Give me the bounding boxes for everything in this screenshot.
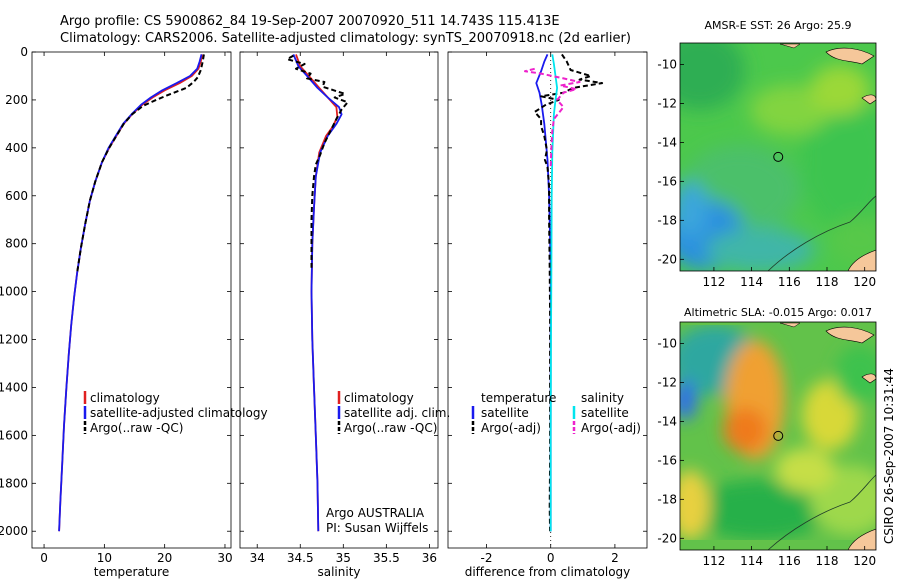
- diff-temp-legend-title: temperature: [481, 391, 556, 405]
- diff-sal-legend-title: salinity: [581, 391, 624, 405]
- temperature-xtick-label: 10: [97, 551, 112, 565]
- depth-tick-label: 1400: [0, 380, 28, 394]
- depth-tick-label: 400: [5, 141, 28, 155]
- salinity-panel: 34 34.5 35 35.5 36 salinity: [239, 51, 439, 579]
- temperature-xtick-label: 20: [157, 551, 172, 565]
- sst-map-axes: -10 -12 -14 -16 -18 -20 112 114 116 118 120: [657, 57, 876, 289]
- depth-tick-label: 1200: [0, 333, 28, 347]
- sst_map-argo-position-marker: [773, 151, 784, 162]
- salinity-xtick-label: 34: [250, 551, 265, 565]
- sst-map-field: [680, 43, 876, 271]
- legend-sal-climatology-label: climatology: [344, 391, 414, 405]
- depth-tick-label: 0: [20, 45, 28, 59]
- legend-satellite-label: satellite-adjusted climatology: [90, 406, 268, 420]
- sla_map-lon-label: 112: [702, 554, 725, 568]
- depth-tick-label: 1600: [0, 428, 28, 442]
- difference-series-temperature-argo-adj: [533, 53, 604, 532]
- sla_map-lon-label: 120: [853, 554, 876, 568]
- difference-xtick-label: 0: [547, 551, 555, 565]
- temperature-x-axis-label: temperature: [94, 565, 169, 579]
- legend-sal-argo-label: Argo(..raw -QC): [344, 421, 437, 435]
- sla_map-lat-label: -14: [657, 414, 677, 428]
- sla-map-axes: -10 -12 -14 -16 -18 -20 112 114 116 118 120: [657, 336, 876, 568]
- sst_map-lat-label: -10: [657, 57, 677, 71]
- sla_map-lon-label: 118: [816, 554, 839, 568]
- sst_map-lon-label: 116: [778, 275, 801, 289]
- salinity-series-argo-raw-qc: [286, 54, 349, 268]
- salinity-plot-frame: [239, 51, 439, 549]
- argo-credit-line2: PI: Susan Wijffels: [326, 521, 428, 535]
- difference-x-axis-label: difference from climatology: [465, 565, 631, 579]
- temperature-panel: 0 200 400 600 800 1000 1200 1400 1600 1800 2000 0 10…: [0, 45, 233, 579]
- temperature-plot-frame: [31, 51, 232, 549]
- depth-tick-label: 800: [5, 237, 28, 251]
- sst_map-lat-label: -12: [657, 96, 677, 110]
- difference-temperature-legend: temperature satellite Argo(-adj): [471, 391, 556, 435]
- diff-temp-argo-label: Argo(-adj): [481, 421, 541, 435]
- difference-salinity-legend: salinity satellite Argo(-adj): [572, 391, 641, 435]
- temperature-xtick-label: 0: [40, 551, 48, 565]
- sla_map-lat-label: -18: [657, 492, 677, 506]
- sst_map-lat-label: -14: [657, 135, 677, 149]
- diff-sal-satellite-label: satellite: [581, 406, 629, 420]
- sla_map-lon-label: 114: [740, 554, 763, 568]
- temperature-series-argo-raw-qc: [76, 54, 205, 273]
- salinity-xtick-label: 35.5: [373, 551, 400, 565]
- legend-sal-satellite-label: satellite adj. clim.: [344, 406, 450, 420]
- sst_map-lat-label: -18: [657, 213, 677, 227]
- depth-tick-label: 200: [5, 93, 28, 107]
- depth-tick-label: 2000: [0, 524, 28, 538]
- sst_map-lon-label: 112: [702, 275, 725, 289]
- diff-temp-satellite-label: satellite: [481, 406, 529, 420]
- csiro-timestamp: CSIRO 26-Sep-2007 10:31:44: [882, 368, 896, 544]
- sst_map-lon-label: 114: [740, 275, 763, 289]
- sst_map-lat-label: -20: [657, 252, 677, 266]
- sst_map-lon-label: 118: [816, 275, 839, 289]
- sst_map-lon-label: 120: [853, 275, 876, 289]
- temperature-xtick-label: 30: [217, 551, 232, 565]
- salinity-xtick-label: 34.5: [287, 551, 314, 565]
- sla_map-lat-label: -16: [657, 453, 677, 467]
- sst-map-title: AMSR-E SST: 26 Argo: 25.9: [704, 19, 851, 32]
- legend-climatology-label: climatology: [90, 391, 160, 405]
- depth-tick-label: 1800: [0, 476, 28, 490]
- difference-plot-frame: [447, 51, 648, 549]
- sla-map-title: Altimetric SLA: -0.015 Argo: 0.017: [684, 306, 872, 319]
- sla_map-argo-position-marker: [773, 430, 784, 441]
- difference-series-salinity-argo-adj: [524, 67, 581, 168]
- sla_map-lat-label: -12: [657, 375, 677, 389]
- difference-xtick-label: -2: [481, 551, 493, 565]
- sla_map-lat-label: -20: [657, 531, 677, 545]
- temperature-series-satellite-adjusted-climatology: [58, 54, 203, 532]
- sla_map-lon-label: 116: [778, 554, 801, 568]
- difference-xtick-label: 2: [611, 551, 619, 565]
- salinity-x-axis-label: salinity: [317, 565, 360, 579]
- legend-argo-label: Argo(..raw -QC): [90, 421, 183, 435]
- depth-tick-label: 1000: [0, 285, 28, 299]
- salinity-xtick-label: 35: [336, 551, 351, 565]
- figure-title-line1: Argo profile: CS 5900862_84 19-Sep-2007 …: [60, 14, 560, 29]
- figure-title-line2: Climatology: CARS2006. Satellite-adjuste…: [60, 31, 631, 46]
- sla-map: [679, 321, 877, 551]
- salinity-xtick-label: 36: [422, 551, 437, 565]
- temperature-legend: climatology satellite-adjusted climatolo…: [83, 391, 268, 435]
- depth-tick-label: 600: [5, 189, 28, 203]
- argo-credit-line1: Argo AUSTRALIA: [326, 506, 425, 520]
- salinity-legend: climatology satellite adj. clim. Argo(..…: [337, 391, 450, 435]
- sla_map-lat-label: -10: [657, 336, 677, 350]
- sst-map: [679, 42, 877, 272]
- diff-sal-argo-label: Argo(-adj): [581, 421, 641, 435]
- sla-map-field: [680, 322, 876, 550]
- sst_map-lat-label: -16: [657, 174, 677, 188]
